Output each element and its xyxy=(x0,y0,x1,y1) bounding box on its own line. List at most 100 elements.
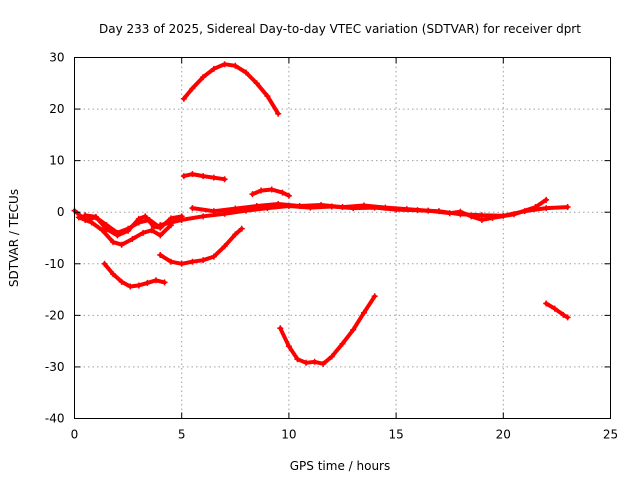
data-point xyxy=(127,283,134,290)
data-point xyxy=(564,204,571,211)
data-point xyxy=(275,110,282,117)
data-point xyxy=(318,201,325,208)
data-point xyxy=(88,219,95,226)
data-point xyxy=(157,232,164,239)
data-point xyxy=(129,236,136,243)
plot-frame xyxy=(74,57,611,419)
y-tick-label: 10 xyxy=(49,154,64,168)
data-point xyxy=(296,203,303,210)
y-tick-label: 30 xyxy=(49,51,64,65)
data-point xyxy=(144,279,151,286)
data-point xyxy=(243,69,250,76)
y-tick-label: 0 xyxy=(57,205,65,219)
data-point xyxy=(221,61,228,68)
data-point xyxy=(253,80,260,87)
data-point xyxy=(320,360,327,367)
grid-lines xyxy=(74,57,611,419)
x-tick-label: 25 xyxy=(603,428,618,442)
data-point xyxy=(279,189,286,196)
data-point xyxy=(543,196,550,203)
data-point xyxy=(189,85,196,92)
data-point xyxy=(232,205,239,212)
data-point xyxy=(99,227,106,234)
data-point xyxy=(258,187,265,194)
data-point xyxy=(311,358,318,365)
data-point xyxy=(564,314,571,321)
data-point xyxy=(118,241,125,248)
data-point xyxy=(135,215,142,222)
data-point xyxy=(268,186,275,193)
data-point xyxy=(178,260,185,267)
data-point xyxy=(238,225,245,232)
data-point xyxy=(511,211,518,218)
data-point xyxy=(275,200,282,207)
data-point xyxy=(200,213,207,220)
data-point xyxy=(200,74,207,81)
data-point xyxy=(468,213,475,220)
data-point xyxy=(103,226,110,233)
data-point xyxy=(264,93,271,100)
data-series-layer xyxy=(71,61,571,367)
data-point xyxy=(303,359,310,366)
data-point xyxy=(532,204,539,211)
data-point xyxy=(249,191,256,198)
data-point xyxy=(285,192,292,199)
data-point xyxy=(543,300,550,307)
data-point xyxy=(180,95,187,102)
data-point xyxy=(157,224,164,231)
data-point xyxy=(189,205,196,212)
data-point xyxy=(118,278,125,285)
data-point xyxy=(150,223,157,230)
data-point xyxy=(350,326,357,333)
series-line xyxy=(181,62,281,116)
data-point xyxy=(382,204,389,211)
y-tick-label: -20 xyxy=(45,308,65,322)
data-point xyxy=(167,222,174,229)
y-tick-label: -30 xyxy=(45,360,65,374)
data-point xyxy=(152,277,159,284)
data-point xyxy=(560,311,567,318)
series-arc-mid-4 xyxy=(249,186,292,199)
data-point xyxy=(167,258,174,265)
y-tick-label: -10 xyxy=(45,257,65,271)
data-point xyxy=(157,252,164,259)
data-point xyxy=(253,203,260,210)
data-point xyxy=(110,271,117,278)
data-point xyxy=(167,215,174,222)
data-point xyxy=(189,171,196,178)
data-point xyxy=(142,213,149,220)
data-point xyxy=(75,214,82,221)
data-point xyxy=(200,257,207,264)
data-point xyxy=(200,173,207,180)
data-point xyxy=(478,216,485,223)
series-line xyxy=(76,215,173,247)
y-axis-label: SDTVAR / TECUs xyxy=(7,189,21,287)
data-point xyxy=(178,213,185,220)
series-arc-dome-top xyxy=(180,61,282,117)
data-point xyxy=(189,258,196,265)
data-point xyxy=(339,340,346,347)
data-point xyxy=(457,208,464,215)
series-arc-late-descent xyxy=(543,300,571,321)
data-point xyxy=(339,204,346,211)
data-point xyxy=(232,62,239,69)
data-point xyxy=(140,229,147,236)
data-point xyxy=(277,325,284,332)
data-point xyxy=(371,293,378,300)
data-point xyxy=(210,208,217,215)
y-tick-label: 20 xyxy=(49,102,64,116)
data-point xyxy=(135,282,142,289)
data-point xyxy=(125,227,132,234)
data-point xyxy=(551,305,558,312)
axis-ticks: 0 5 10 15 20 25 -40 -30 -20 -10 0 10 20 30 xyxy=(45,51,618,442)
data-point xyxy=(285,343,292,350)
chart-title: Day 233 of 2025, Sidereal Day-to-day VTE… xyxy=(99,22,581,36)
data-point xyxy=(210,65,217,72)
series-arc-baseline-upper xyxy=(189,196,550,223)
series-arc-early-wiggle-b xyxy=(75,214,174,248)
data-point xyxy=(210,253,217,260)
data-point xyxy=(148,227,155,234)
data-point xyxy=(82,212,89,219)
data-point xyxy=(543,205,550,212)
